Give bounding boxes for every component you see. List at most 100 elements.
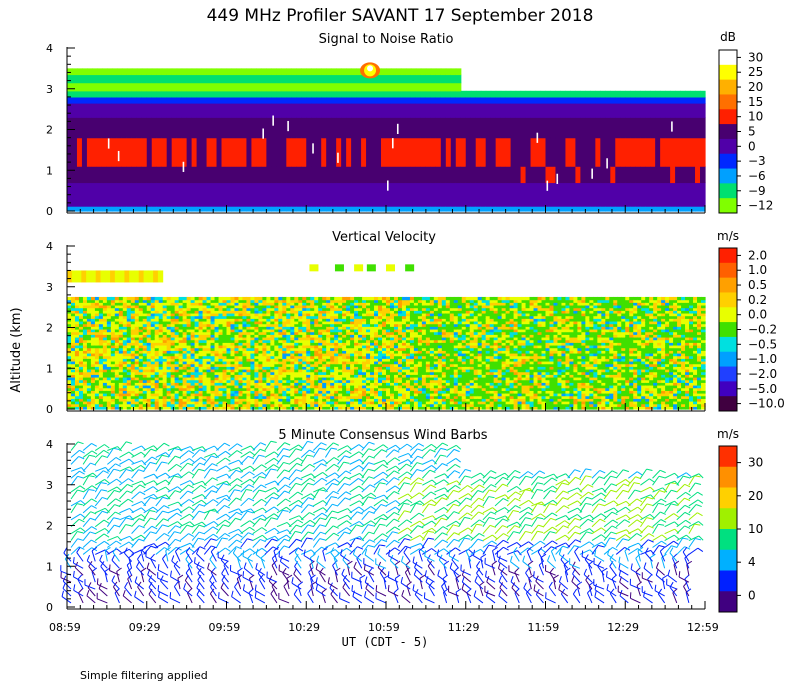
vv-cell — [226, 310, 232, 314]
snr-cell — [590, 117, 596, 139]
vv-cell — [178, 307, 184, 311]
vv-cell — [106, 336, 112, 341]
snr-cell — [171, 182, 178, 207]
vv-cell — [202, 296, 208, 301]
vv-cell — [78, 355, 84, 359]
vv-cell — [298, 366, 303, 370]
vv-cell — [222, 307, 228, 311]
snr-cell — [346, 74, 352, 84]
vv-cell — [162, 374, 168, 378]
vv-cell — [389, 326, 395, 330]
vv-cell — [262, 392, 267, 397]
vv-cell — [182, 304, 188, 309]
vv-cell — [358, 344, 363, 349]
vv-cell — [262, 326, 267, 330]
vv-cell — [186, 304, 192, 309]
vv-cell — [206, 374, 212, 378]
vv-cell — [198, 336, 204, 341]
vv-cell — [338, 382, 343, 386]
vv-cell — [374, 371, 379, 375]
vv-cell — [86, 315, 92, 319]
vv-cell — [78, 390, 84, 394]
vv-cell — [222, 390, 228, 394]
vv-cell — [322, 299, 327, 303]
snr-cell — [116, 166, 123, 184]
vv-cell — [338, 318, 343, 322]
snr-cell — [241, 182, 248, 207]
vv-cell — [314, 390, 319, 394]
vv-cell — [350, 315, 355, 319]
vv-cell — [290, 304, 295, 309]
vv-cell — [110, 406, 116, 410]
snr-cell — [495, 96, 502, 104]
vv-cell — [342, 392, 347, 397]
vv-cell — [294, 390, 299, 394]
vv-cell — [330, 398, 335, 402]
snr-cell — [296, 96, 302, 104]
snr-cell — [356, 117, 362, 139]
snr-cell — [505, 166, 512, 184]
vv-cell — [401, 360, 407, 365]
snr-cell — [106, 68, 113, 76]
vv-cell — [67, 403, 72, 407]
snr-cell — [91, 117, 98, 139]
vv-cell — [106, 323, 112, 327]
vv-cell — [378, 339, 383, 343]
snr-cell — [311, 96, 317, 104]
vv-cell — [182, 336, 188, 341]
vv-cell — [338, 307, 343, 311]
vv-cell — [318, 403, 323, 407]
snr-cell — [76, 166, 83, 184]
vv-cell — [110, 336, 116, 341]
vv-cell — [334, 315, 339, 319]
vv-cell — [130, 387, 136, 391]
vv-cell — [270, 307, 275, 311]
vv-cell — [230, 302, 236, 306]
vv-cell — [98, 307, 104, 311]
vv-cell — [366, 366, 371, 370]
vv-cell — [254, 371, 259, 375]
snr-cell — [181, 74, 188, 84]
snr-cell — [316, 206, 322, 212]
snr-cell — [246, 96, 253, 104]
vv-cell — [226, 307, 232, 311]
vv-cell — [226, 320, 232, 325]
snr-cell — [191, 137, 198, 167]
vv-cell — [310, 371, 315, 375]
snr-cell — [191, 166, 198, 184]
vv-cell — [330, 310, 335, 314]
vv-cell — [306, 398, 311, 402]
snr-cell — [226, 182, 233, 207]
vv-cell — [322, 403, 327, 407]
vv-cell — [397, 326, 403, 330]
vv-cell — [130, 371, 136, 375]
vv-cell — [166, 342, 172, 346]
vv-cell — [138, 304, 144, 309]
vv-cell — [290, 395, 295, 399]
vv-cell — [401, 384, 407, 389]
snr-cell — [420, 166, 427, 184]
vv-cell — [294, 304, 299, 309]
snr-cell — [525, 90, 532, 98]
vv-cell — [114, 296, 120, 301]
snr-cell — [480, 182, 487, 207]
vv-cell — [158, 360, 164, 365]
vv-cell — [310, 312, 315, 317]
vv-cell — [74, 352, 80, 357]
vv-cell — [182, 299, 188, 303]
vv-cell — [386, 342, 391, 346]
snr-cell — [435, 117, 442, 139]
vv-cell — [246, 400, 252, 405]
vv-cell — [326, 406, 331, 410]
vv-cell — [122, 318, 128, 322]
vv-cell — [154, 302, 160, 306]
vv-cell — [290, 363, 295, 367]
vv-cell — [278, 328, 283, 333]
vv-cell — [282, 384, 287, 389]
snr-cell — [256, 137, 262, 167]
snr-cell — [645, 206, 651, 212]
vv-cell — [366, 296, 371, 301]
snr-cell — [251, 103, 258, 118]
vv-cell — [138, 310, 144, 314]
vv-cell — [270, 334, 275, 338]
